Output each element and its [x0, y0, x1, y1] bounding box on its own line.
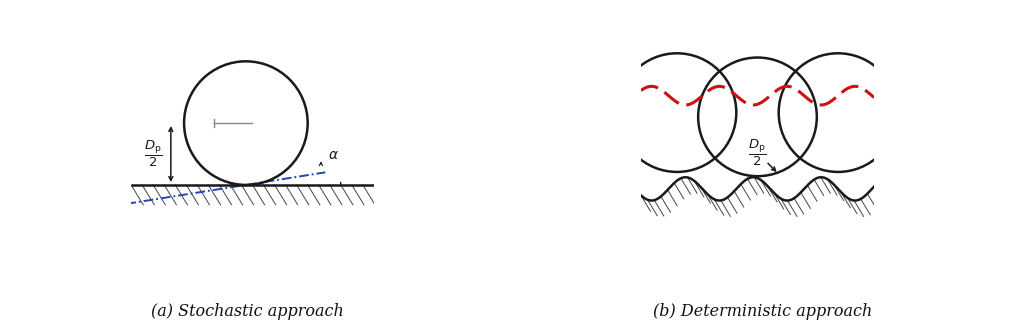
Text: (b) Deterministic approach: (b) Deterministic approach	[652, 303, 873, 320]
Text: $\dfrac{D_\mathrm{p}}{2}$: $\dfrac{D_\mathrm{p}}{2}$	[748, 138, 767, 168]
Text: $\alpha$: $\alpha$	[327, 148, 338, 162]
Text: (a) Stochastic approach: (a) Stochastic approach	[152, 303, 343, 320]
Text: $\dfrac{D_\mathrm{p}}{2}$: $\dfrac{D_\mathrm{p}}{2}$	[144, 139, 163, 169]
